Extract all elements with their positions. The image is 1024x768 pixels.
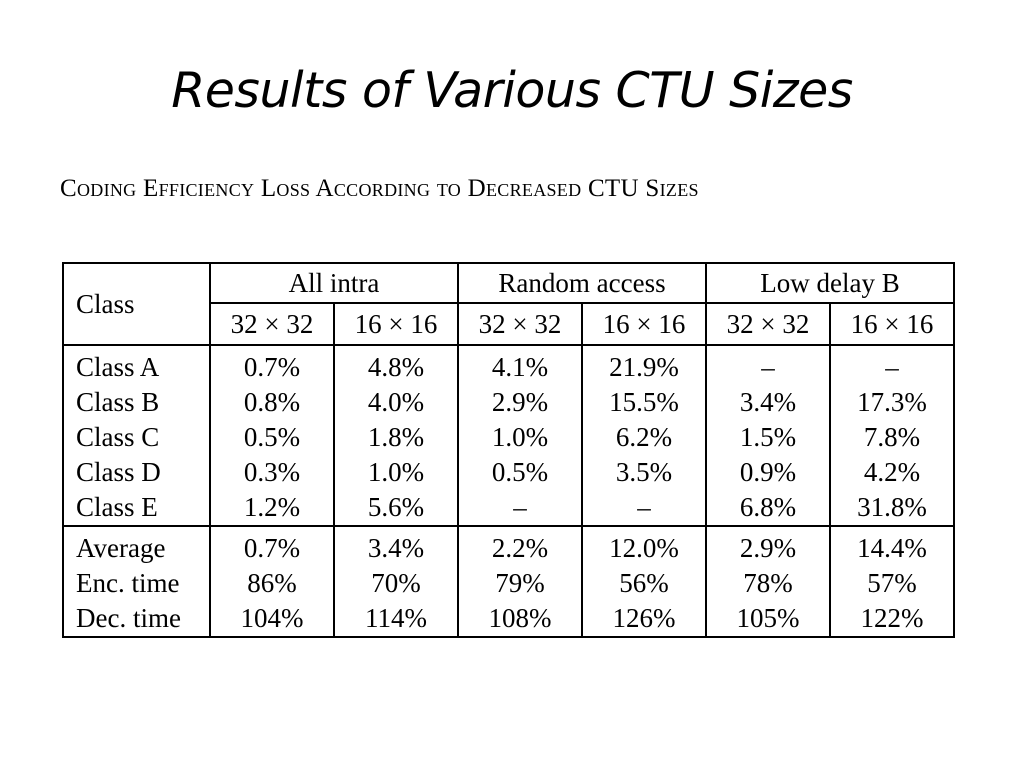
row-label: Class A (63, 345, 211, 385)
table-cell: – (885, 352, 899, 382)
table-cell: 0.7% (210, 345, 335, 385)
subheader: 16 × 16 (830, 303, 954, 346)
table-cell: 56% (582, 566, 707, 601)
table-cell: – (706, 345, 831, 385)
table-cell: 7.8% (863, 422, 921, 452)
table-cell: 0.8% (210, 385, 335, 420)
row-label: Class C (63, 420, 211, 455)
row-label: Class E (63, 490, 211, 526)
table-cell: 6.8% (706, 490, 831, 526)
table-cell: 4.1% (458, 345, 583, 385)
table-caption: Coding Efficiency Loss According to Decr… (60, 175, 699, 202)
subheader: 16 × 16 (582, 303, 707, 346)
corner-label: Class (63, 263, 211, 346)
row-label: Dec. time (63, 601, 211, 637)
group-header-low-delay-b: Low delay B (706, 263, 954, 304)
table-cell: 3.4% (706, 385, 831, 420)
table-row: Dec. time 104% 114% 108% 126% 105% 122% (63, 601, 954, 637)
row-label: Enc. time (63, 566, 211, 601)
table-cell: 4.2% (863, 457, 921, 487)
table-cell: 114% (334, 601, 459, 637)
table-cell: 126% (582, 601, 707, 637)
table-cell: 0.5% (458, 455, 583, 490)
table-cell: 0.7% (210, 525, 335, 566)
table-cell: 0.5% (210, 420, 335, 455)
table-cell: 15.5% (582, 385, 707, 420)
subheader: 32 × 32 (706, 303, 831, 346)
table-cell: 4.8% (334, 345, 459, 385)
row-label: Average (63, 525, 211, 566)
table-row: Class A 0.7% 4.8% 4.1% 21.9% – – (63, 345, 954, 385)
subheader: 32 × 32 (458, 303, 583, 346)
table-cell: 2.9% (458, 385, 583, 420)
table-cell: 4.0% (334, 385, 459, 420)
table-cell: – (458, 490, 583, 526)
table-cell: 21.9% (582, 345, 707, 385)
table-cell: 57% (867, 568, 917, 598)
table-cell: 78% (706, 566, 831, 601)
table-cell: 1.2% (210, 490, 335, 526)
table-cell: 1.0% (458, 420, 583, 455)
table-cell: 86% (210, 566, 335, 601)
table-cell: 104% (210, 601, 335, 637)
table-cell: 2.2% (458, 525, 583, 566)
table-cell: 14.4% (830, 525, 954, 566)
subheader: 32 × 32 (210, 303, 335, 346)
group-header-all-intra: All intra (210, 263, 459, 304)
table-cell: 108% (458, 601, 583, 637)
table-cell: 0.9% (706, 455, 831, 490)
row-label: Class B (63, 385, 211, 420)
table-row: Class D 0.3% 1.0% 0.5% 3.5% 0.9% 4.2% (63, 455, 954, 490)
row-label: Class D (63, 455, 211, 490)
table-cell: 5.6% (334, 490, 459, 526)
subheader: 16 × 16 (334, 303, 459, 346)
table-cell: 3.4% (334, 525, 459, 566)
group-header-random-access: Random access (458, 263, 707, 304)
table-cell: 70% (334, 566, 459, 601)
table-cell: 1.0% (334, 455, 459, 490)
table-row: Average 0.7% 3.4% 2.2% 12.0% 2.9% 14.4% (63, 525, 954, 566)
slide-title: Results of Various CTU Sizes (171, 62, 853, 119)
table-cell: 105% (706, 601, 831, 637)
table-cell: 17.3% (857, 387, 927, 417)
table-cell: 122% (860, 603, 924, 633)
table-cell: 0.3% (210, 455, 335, 490)
table-cell: 3.5% (582, 455, 707, 490)
table-cell: 1.8% (334, 420, 459, 455)
table-cell: – (582, 490, 707, 526)
table-cell: 79% (458, 566, 583, 601)
table-cell: 1.5% (706, 420, 831, 455)
ctu-results-table: Class All intra Random access Low delay … (62, 262, 955, 638)
table-row: Class C 0.5% 1.8% 1.0% 6.2% 1.5% 7.8% (63, 420, 954, 455)
table-row: Enc. time 86% 70% 79% 56% 78% 57% (63, 566, 954, 601)
table-body: Class A 0.7% 4.8% 4.1% 21.9% – – Class B 0.8% 4.0… (63, 345, 954, 637)
table-row: Class E 1.2% 5.6% – –6.8% 31.8% (63, 490, 954, 526)
table-cell: 31.8% (857, 492, 927, 522)
table-row: Class B 0.8% 4.0% 2.9% 15.5% 3.4% 17.3% (63, 385, 954, 420)
table-cell: 2.9% (706, 525, 831, 566)
table-cell: 12.0% (582, 525, 707, 566)
table-cell: 6.2% (582, 420, 707, 455)
